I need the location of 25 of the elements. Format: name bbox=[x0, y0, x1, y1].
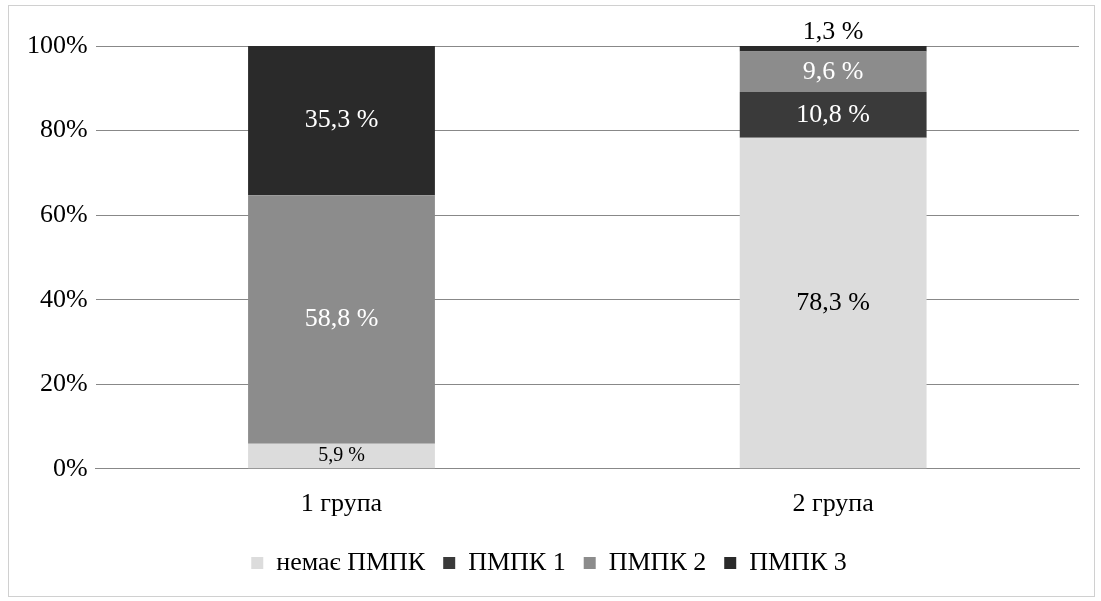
legend-label: ПМПК 2 bbox=[608, 546, 707, 576]
data-label: 9,6 % bbox=[802, 55, 864, 85]
y-tick-label: 80% bbox=[39, 114, 88, 144]
data-label: 10,8 % bbox=[796, 98, 870, 128]
bar bbox=[739, 92, 927, 138]
y-tick-label: 0% bbox=[52, 452, 88, 482]
data-label: 1,3 % bbox=[802, 15, 864, 45]
data-label: 78,3 % bbox=[796, 286, 870, 316]
bar bbox=[248, 46, 435, 196]
x-tick-label: 1 група bbox=[300, 488, 383, 518]
legend-label: ПМПК 3 bbox=[749, 546, 847, 576]
bar bbox=[248, 443, 435, 469]
data-label: 5,9 % bbox=[318, 443, 365, 466]
y-tick-label: 20% bbox=[39, 368, 88, 398]
x-tick-label: 2 група bbox=[792, 488, 875, 518]
bar bbox=[739, 51, 927, 93]
legend-label: немає ПМПК bbox=[276, 546, 426, 576]
y-tick-label: 100% bbox=[26, 29, 88, 59]
bar bbox=[739, 46, 927, 52]
legend-label: ПМПК 1 bbox=[468, 546, 566, 576]
data-label: 58,8 % bbox=[304, 303, 379, 333]
y-tick-label: 60% bbox=[39, 198, 88, 228]
data-label: 35,3 % bbox=[304, 104, 379, 134]
bar bbox=[739, 137, 927, 469]
y-tick-label: 40% bbox=[39, 283, 88, 313]
